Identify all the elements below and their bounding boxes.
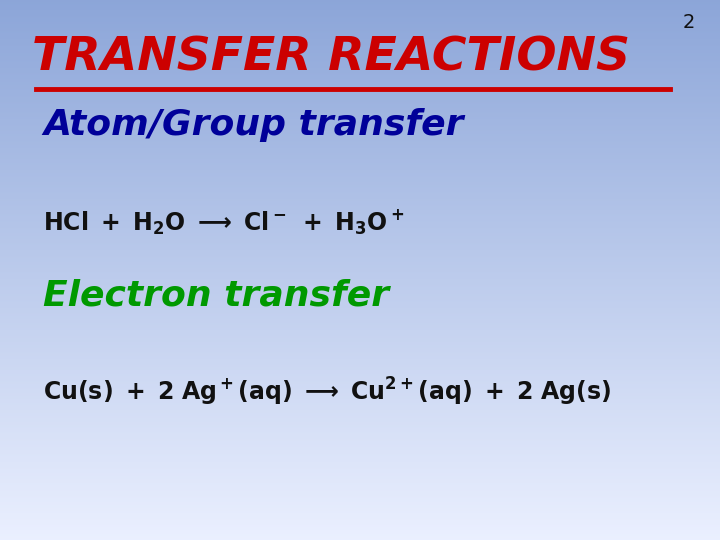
- Text: 2: 2: [683, 14, 695, 32]
- Text: Atom/Group transfer: Atom/Group transfer: [43, 108, 464, 142]
- Text: Electron transfer: Electron transfer: [43, 278, 390, 312]
- Text: TRANSFER REACTIONS: TRANSFER REACTIONS: [32, 35, 630, 80]
- Text: $\mathbf{Cu(s)\ +\ 2\ Ag^+(aq)\ \longrightarrow\ Cu^{2+}(aq)\ +\ 2\ Ag(s)}$: $\mathbf{Cu(s)\ +\ 2\ Ag^+(aq)\ \longrig…: [43, 375, 611, 408]
- Text: $\mathbf{HCl\ +\ H_2O\ \longrightarrow\ Cl^-\ +\ H_3O^+}$: $\mathbf{HCl\ +\ H_2O\ \longrightarrow\ …: [43, 208, 405, 237]
